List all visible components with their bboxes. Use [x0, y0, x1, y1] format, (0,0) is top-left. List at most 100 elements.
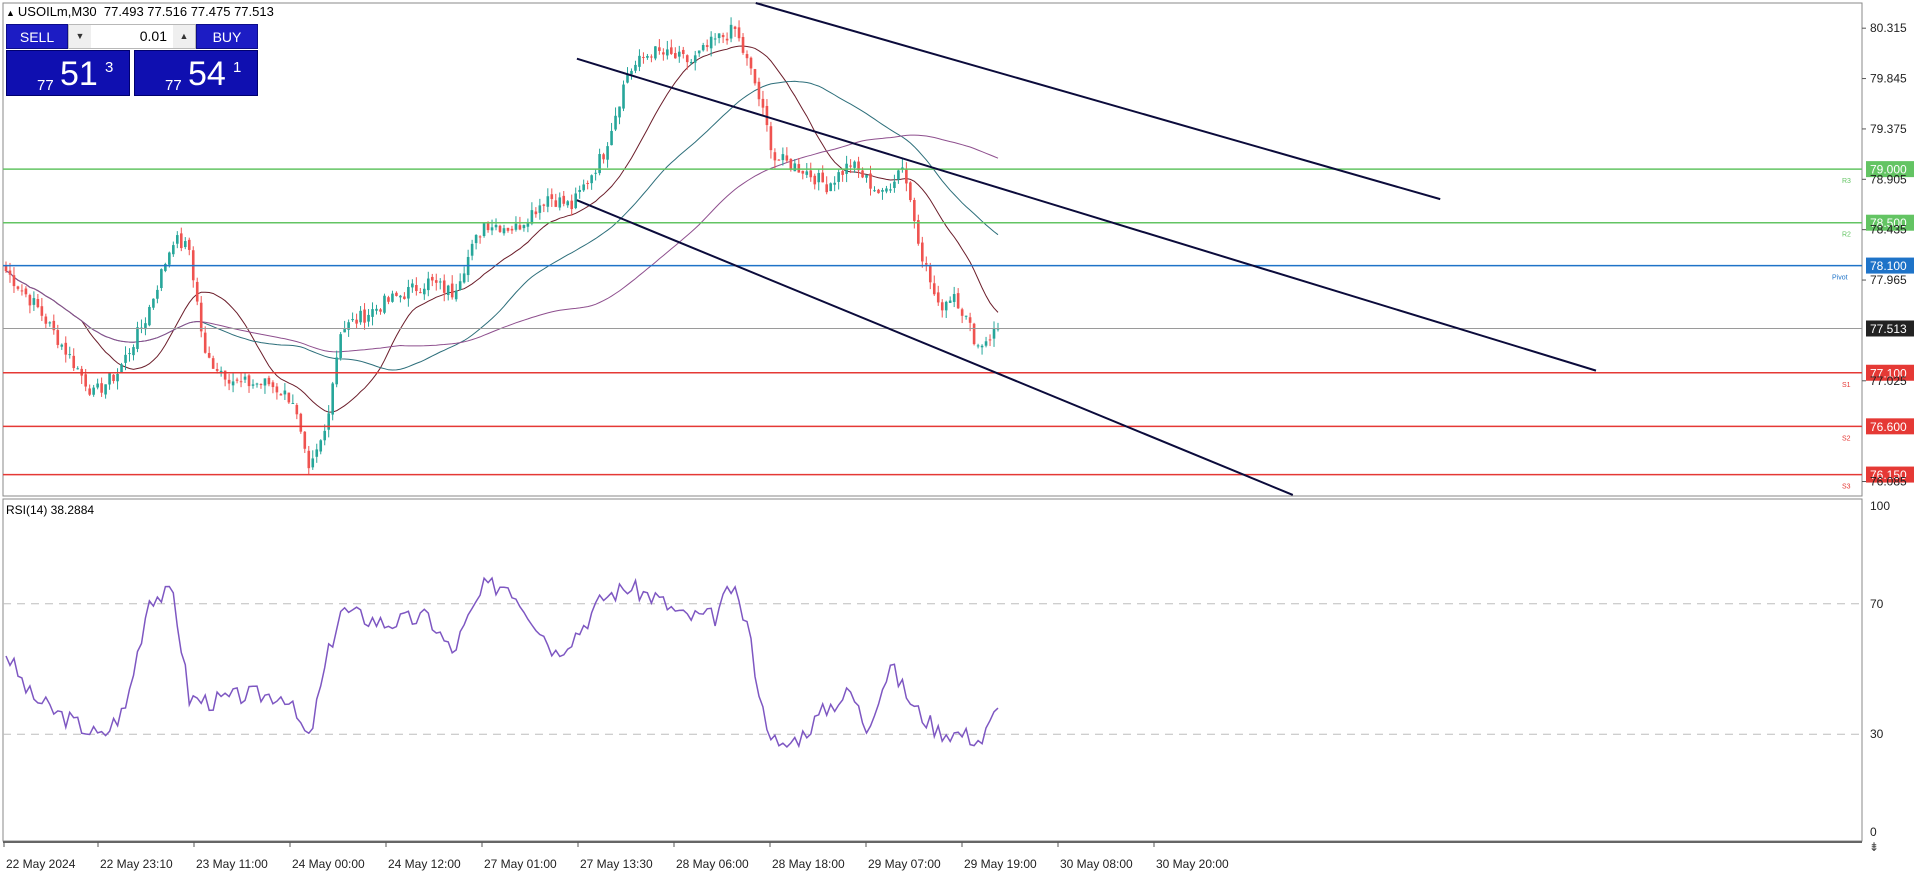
candle-body [630, 70, 633, 75]
price-axis-label: 77.965 [1870, 273, 1907, 287]
scroll-end-icon[interactable]: ⇟ [1869, 840, 1879, 854]
candle-body [674, 53, 677, 59]
rsi-axis-label: 70 [1870, 597, 1884, 611]
candle-body [670, 47, 673, 54]
candle-body [446, 285, 450, 295]
candle-body [530, 210, 534, 224]
candle-body [403, 296, 406, 299]
lot-size-value[interactable]: 0.01 [139, 28, 167, 44]
candle-body [980, 345, 984, 348]
candle-body [327, 413, 330, 430]
candle-body [817, 172, 821, 183]
candle-body [267, 377, 271, 385]
candle-body [132, 347, 135, 356]
price-axis-label: 77.025 [1870, 374, 1907, 388]
candle-body [96, 383, 99, 388]
time-axis-label: 27 May 01:00 [484, 857, 557, 871]
candle-body [602, 154, 605, 160]
channel-trendline-2[interactable] [755, 2, 1441, 201]
ask-price-box[interactable]: 77 54 1 [134, 50, 258, 96]
candle-body [897, 170, 900, 180]
candle-body [809, 170, 813, 178]
candle-body [8, 270, 12, 275]
candle-body [889, 189, 892, 191]
candle-body [148, 306, 151, 326]
candle-body [247, 375, 251, 387]
candle-body [849, 165, 852, 167]
candle-body [905, 169, 908, 184]
collapse-triangle-icon[interactable]: ▲ [6, 8, 15, 18]
candle-body [315, 449, 319, 457]
candle-body [379, 309, 382, 312]
level-price-label: 77.513 [1870, 322, 1907, 336]
candle-body [179, 233, 183, 249]
candle-body [865, 174, 868, 178]
candle-body [442, 280, 446, 293]
level-tag-label: Pivot [1832, 275, 1848, 282]
level-price-tag-pivot [1866, 257, 1914, 274]
candle-body [622, 84, 625, 109]
candle-body [725, 38, 729, 41]
candle-body [160, 269, 163, 289]
candle-body [944, 301, 948, 311]
candle-body [156, 289, 159, 299]
candle-body [893, 181, 896, 188]
channel-trendline-3[interactable] [576, 199, 1294, 496]
candle-body [546, 196, 550, 207]
candle-body [869, 173, 872, 189]
candle-body [490, 227, 494, 231]
ask-price-fraction: 1 [233, 59, 242, 76]
candle-body [223, 370, 227, 380]
time-axis-label: 24 May 12:00 [388, 857, 461, 871]
bid-price-prefix: 77 [37, 77, 54, 94]
candle-body [586, 182, 589, 184]
candle-body [542, 204, 546, 206]
candle-body [873, 190, 876, 192]
candle-body [263, 378, 267, 386]
lot-increase-icon[interactable]: ▲ [173, 25, 195, 48]
candle-body [355, 319, 358, 324]
candle-body [52, 320, 56, 331]
candle-body [701, 45, 705, 51]
lot-decrease-icon[interactable]: ▼ [69, 25, 91, 48]
candle-body [666, 49, 669, 56]
candle-body [24, 288, 28, 295]
candle-body [470, 243, 474, 256]
candle-body [781, 154, 785, 161]
time-axis-label: 30 May 20:00 [1156, 857, 1229, 871]
time-axis-label: 22 May 2024 [6, 857, 76, 871]
candle-body [12, 275, 16, 287]
candle-body [996, 328, 1000, 330]
candle-body [172, 245, 175, 255]
candle-body [283, 390, 287, 395]
candle-body [913, 199, 916, 221]
lot-size-field[interactable]: ▼ 0.01 ▲ [68, 24, 196, 49]
candle-body [654, 46, 657, 59]
candle-body [72, 355, 76, 369]
level-price-label: 78.100 [1870, 259, 1907, 273]
candle-body [128, 353, 131, 355]
buy-button[interactable]: BUY [196, 24, 258, 49]
level-price-tag-resistance [1866, 214, 1914, 231]
candle-body [144, 323, 147, 330]
candle-body [785, 155, 789, 161]
candle-body [936, 292, 940, 303]
candle-body [371, 309, 374, 317]
candle-body [231, 381, 235, 386]
candle-body [84, 374, 87, 387]
candle-body [594, 172, 597, 174]
moving-average-line-2 [5, 80, 999, 371]
channel-trendline-1[interactable] [576, 57, 1597, 372]
time-axis-label: 29 May 19:00 [964, 857, 1037, 871]
bid-price-main: 51 [60, 55, 98, 93]
candle-body [964, 315, 968, 317]
ohlc-open: 77.493 [103, 4, 144, 19]
main-pane-frame [2, 2, 1863, 497]
time-axis-label: 30 May 08:00 [1060, 857, 1133, 871]
candle-body [932, 283, 936, 295]
candle-body [578, 189, 581, 192]
sell-button[interactable]: SELL [6, 24, 68, 49]
candle-body [335, 357, 338, 385]
bid-price-box[interactable]: 77 51 3 [6, 50, 130, 96]
